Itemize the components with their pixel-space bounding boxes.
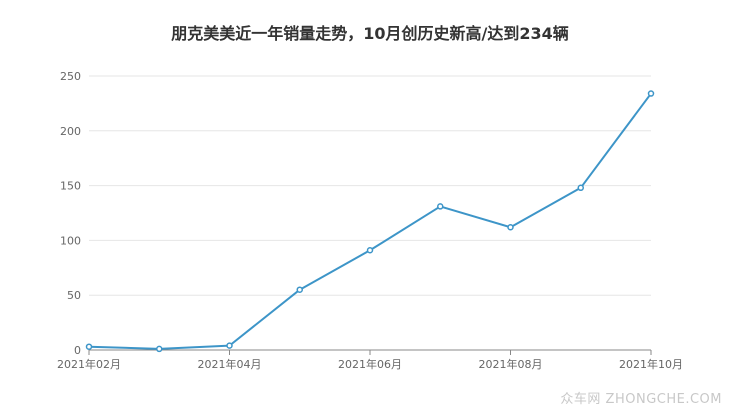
x-tick-label: 2021年06月: [338, 357, 402, 371]
y-axis-ticks: 0 50 100 150 200 250: [60, 70, 81, 357]
x-tick-label: 2021年08月: [479, 357, 543, 371]
y-tick-label: 150: [60, 180, 81, 193]
data-point: [156, 345, 163, 353]
series-line-path: [88, 92, 652, 350]
x-axis: 2021年02月 2021年04月 2021年06月 2021年08月 2021年10月: [57, 349, 683, 371]
watermark: 众车网 ZHONGCHE.COM: [560, 392, 722, 407]
y-tick-label: 250: [60, 70, 81, 83]
y-tick-label: 0: [74, 344, 81, 357]
data-point: [85, 343, 93, 350]
chart-title: 朋克美美近一年销量走势，10月创历史新高/达到234辆: [171, 24, 569, 43]
x-tick-label: 2021年04月: [198, 357, 262, 371]
data-point: [296, 286, 303, 293]
data-point: [437, 203, 444, 210]
series-line: [85, 90, 655, 353]
data-point: [577, 184, 584, 192]
data-point: [366, 247, 374, 254]
x-tick-label: 2021年02月: [57, 357, 121, 371]
x-tick-label: 2021年10月: [619, 357, 683, 371]
y-tick-label: 50: [67, 289, 81, 302]
data-point: [507, 223, 514, 231]
y-tick-label: 100: [60, 234, 81, 247]
data-point: [226, 342, 233, 349]
grid-lines: [89, 75, 651, 296]
y-tick-label: 200: [60, 125, 81, 138]
data-point: [647, 90, 655, 97]
